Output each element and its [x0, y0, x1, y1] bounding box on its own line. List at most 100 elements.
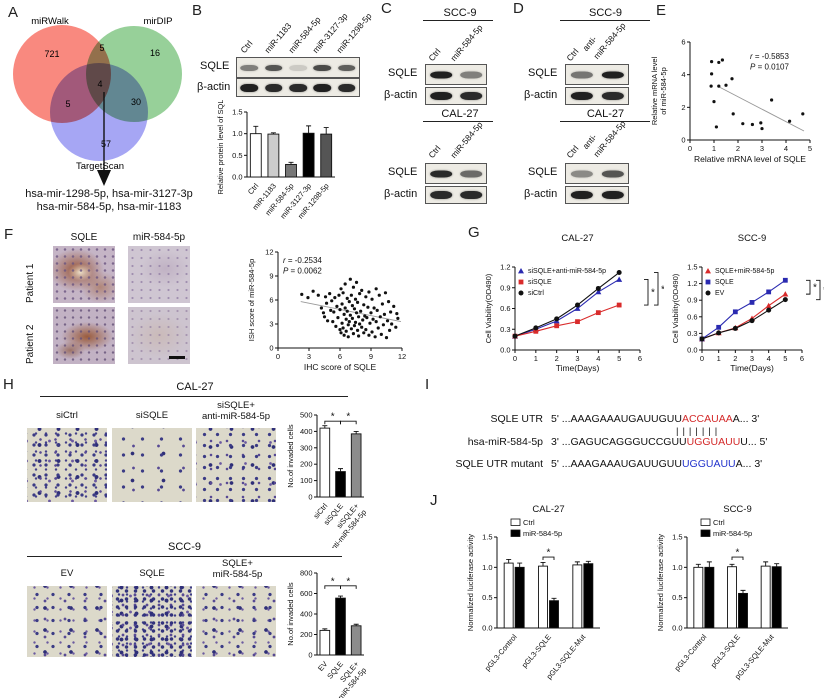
- svg-text:Relative mRNA level: Relative mRNA level: [650, 56, 659, 125]
- blot-c-scc9-actin: [425, 87, 487, 105]
- blot-c2-lane-mir584: miR-584-5p: [448, 119, 485, 160]
- bar: [583, 563, 594, 629]
- svg-text:*: *: [736, 548, 740, 559]
- bar: [249, 133, 262, 178]
- venn-result-line2: hsa-mir-584-5p, hsa-mir-1183: [36, 201, 182, 213]
- data-point: [392, 304, 396, 308]
- blot-d2-row-actin: β-actin: [524, 188, 558, 200]
- venn-count-center: 4: [97, 79, 102, 89]
- svg-text:6: 6: [681, 38, 685, 47]
- data-point: [336, 316, 340, 320]
- seq-mir-seed: UGGUAUU: [686, 436, 741, 448]
- svg-text:pGL3-Control: pGL3-Control: [483, 632, 519, 673]
- seq-utr-prefix: 5' ...: [551, 413, 571, 425]
- svg-text:0.3: 0.3: [687, 329, 697, 338]
- svg-text:CAL-27: CAL-27: [561, 233, 593, 244]
- data-point: [339, 287, 343, 291]
- data-point: [348, 313, 352, 317]
- data-point: [306, 296, 310, 300]
- svg-text:1.5: 1.5: [232, 108, 242, 117]
- data-point: [709, 84, 713, 88]
- data-point: [300, 292, 304, 296]
- seq-pairing-bars: |||||||: [676, 426, 722, 437]
- svg-text:siCtrl: siCtrl: [528, 290, 544, 297]
- venn-circle-targetscan: [50, 63, 148, 161]
- data-point: [343, 306, 347, 310]
- svg-text:3: 3: [760, 144, 764, 153]
- data-point: [342, 333, 346, 337]
- transwell-image-sisqle-anti: [196, 428, 276, 502]
- svg-text:0: 0: [269, 344, 273, 353]
- svg-text:SCC-9: SCC-9: [738, 233, 767, 244]
- panel-j-label: J: [430, 492, 438, 509]
- data-point: [355, 300, 360, 304]
- data-point: [373, 335, 377, 339]
- line-series: [514, 272, 620, 337]
- seq-mir-suffix: U... 5': [740, 436, 768, 448]
- panel-f-label: F: [4, 226, 14, 243]
- svg-text:*: *: [651, 288, 655, 299]
- blot-b-sqle: [236, 57, 360, 78]
- data-point: [348, 277, 352, 281]
- svg-text:P = 0.0107: P = 0.0107: [750, 62, 789, 71]
- line-series: [701, 279, 786, 340]
- seq-name-mut: SQLE UTR mutant: [455, 458, 543, 470]
- blot-c1-lane-mir584: miR-584-5p: [448, 22, 485, 63]
- data-point: [350, 304, 354, 308]
- svg-text:0: 0: [513, 354, 517, 363]
- panel-f-scatter-chart: 0 3 6 9 12 ISH score of miR-584-5p 0 3 6 9 12 IHC s…: [247, 248, 406, 373]
- data-point: [319, 306, 323, 310]
- data-point: [343, 282, 347, 286]
- svg-text:3: 3: [750, 354, 754, 363]
- data-point: [339, 331, 343, 335]
- blot-b-row-sqle: SQLE: [200, 60, 230, 72]
- panel-h-cal27-title: CAL-27: [176, 381, 214, 393]
- svg-text:9: 9: [269, 272, 273, 281]
- panel-h-img-label-sqle-mir-line1: SQLE+: [222, 558, 253, 569]
- svg-text:pGL3-Control: pGL3-Control: [673, 632, 709, 673]
- svg-text:r = -0.5853: r = -0.5853: [750, 52, 789, 61]
- panel-f-row-patient1: Patient 1: [25, 263, 36, 303]
- data-point: [377, 293, 381, 297]
- venn-count-mirdip: 16: [150, 48, 160, 58]
- bar: [538, 565, 548, 629]
- blot-band: [264, 83, 283, 92]
- bar: [350, 625, 362, 656]
- data-point: [360, 325, 364, 329]
- ihc-image-patient2-mir584: [128, 307, 190, 364]
- data-point: [395, 312, 399, 316]
- svg-text:1: 1: [717, 354, 721, 363]
- blot-b-lane-ctrl: Ctrl: [238, 38, 255, 55]
- panel-d-cal27-underline: [560, 121, 650, 122]
- svg-text:0.0: 0.0: [482, 624, 492, 633]
- svg-text:miR-584-5p: miR-584-5p: [523, 529, 562, 538]
- svg-text:0.6: 0.6: [500, 304, 510, 313]
- blot-band: [430, 71, 452, 78]
- bar: [572, 564, 583, 629]
- bar: [285, 163, 297, 178]
- blot-b-row-actin: β-actin: [197, 81, 231, 93]
- svg-text:2: 2: [681, 103, 685, 112]
- svg-text:9: 9: [369, 352, 373, 361]
- blot-band: [460, 170, 482, 177]
- panel-h-img-label-sqle-mir-line2: miR-584-5p: [212, 569, 263, 580]
- blot-d2-lane-ctrl: Ctrl: [564, 143, 581, 160]
- data-point: [750, 122, 754, 127]
- panel-g-cal27-line-chart: 0.0 0.3 0.6 0.9 1.2 Cell Viability(OD490) CAL-…: [484, 233, 664, 373]
- svg-text:0.6: 0.6: [687, 312, 697, 321]
- svg-text:*: *: [661, 284, 664, 295]
- seq-mir-prefix: 3' ...: [551, 436, 571, 448]
- data-point: [383, 291, 388, 295]
- blot-band: [338, 64, 356, 71]
- svg-text:IHC score of SQLE: IHC score of SQLE: [304, 362, 377, 372]
- data-point: [358, 292, 362, 296]
- ihc-image-patient2-sqle: [53, 307, 115, 364]
- svg-text:0.5: 0.5: [482, 593, 492, 602]
- svg-text:Relative protein level of SQLE: Relative protein level of SQLE: [216, 100, 225, 195]
- data-point: [347, 320, 351, 324]
- svg-text:4: 4: [596, 354, 600, 363]
- venn-diagram: miRWalk mirDIP 721 5 16 4 5 30 57 Target…: [13, 16, 182, 186]
- panel-e-label: E: [656, 2, 667, 19]
- data-point: [385, 319, 390, 323]
- data-point: [370, 297, 374, 301]
